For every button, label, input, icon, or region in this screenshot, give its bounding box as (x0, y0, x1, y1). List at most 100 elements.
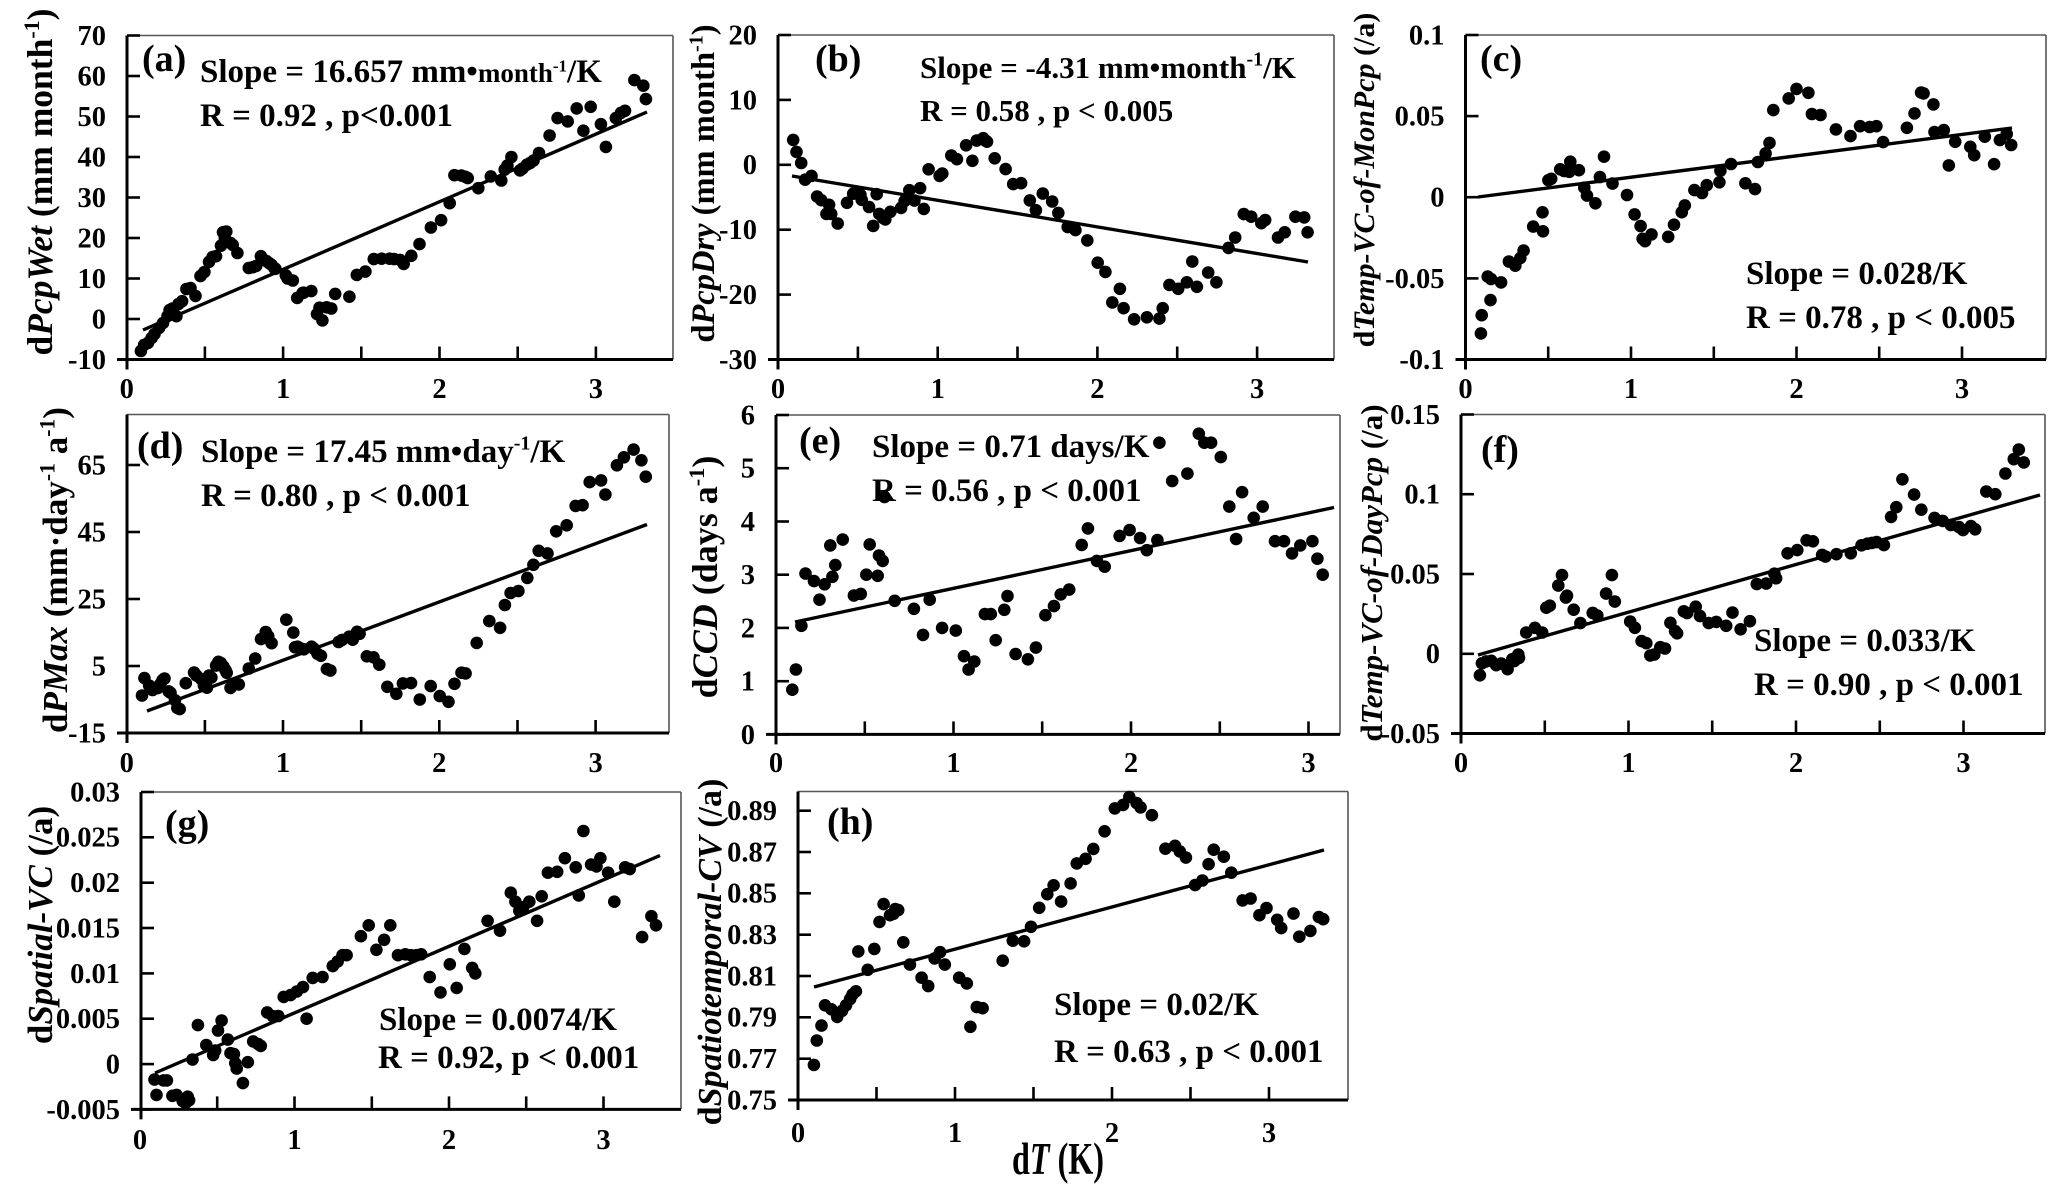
svg-text:0.1: 0.1 (1404, 480, 1440, 511)
svg-text:0.05: 0.05 (1390, 559, 1440, 590)
svg-text:4: 4 (741, 507, 755, 538)
svg-text:3: 3 (1301, 748, 1315, 779)
svg-text:(a): (a) (142, 38, 186, 80)
svg-text:30: 30 (78, 183, 107, 214)
svg-text:3: 3 (1955, 374, 1969, 405)
svg-text:Slope = 0.02/K: Slope = 0.02/K (1054, 987, 1259, 1023)
svg-text:0.02: 0.02 (70, 868, 120, 899)
svg-text:0.81: 0.81 (727, 961, 777, 992)
svg-text:10: 10 (78, 264, 107, 295)
svg-text:-0.05: -0.05 (1381, 719, 1440, 750)
svg-text:0.15: 0.15 (1390, 400, 1440, 431)
svg-text:0: 0 (1430, 183, 1444, 214)
svg-text:3: 3 (588, 748, 602, 779)
svg-text:0.025: 0.025 (56, 823, 120, 854)
svg-text:2: 2 (1789, 748, 1803, 779)
svg-text:0: 0 (791, 1118, 805, 1149)
svg-text:Slope = 16.657 mm•month-1/K: Slope = 16.657 mm•month-1/K (200, 54, 602, 90)
svg-text:-10: -10 (719, 215, 757, 246)
svg-text:(e): (e) (799, 420, 841, 462)
svg-text:0: 0 (771, 374, 785, 405)
svg-text:5: 5 (92, 651, 106, 682)
svg-text:-0.1: -0.1 (1399, 345, 1444, 376)
svg-text:(h): (h) (827, 801, 873, 843)
svg-text:1: 1 (276, 748, 290, 779)
svg-text:R = 0.80 , p < 0.001: R = 0.80 , p < 0.001 (201, 478, 471, 514)
svg-text:1: 1 (948, 1118, 962, 1149)
svg-text:-30: -30 (719, 345, 757, 376)
svg-text:-0.005: -0.005 (46, 1095, 120, 1126)
svg-text:dCCD (days a-1​): dCCD (days a-1​) (684, 456, 725, 699)
svg-text:0: 0 (769, 748, 783, 779)
svg-text:65: 65 (78, 450, 107, 481)
svg-text:2: 2 (432, 374, 446, 405)
svg-text:45: 45 (78, 517, 107, 548)
svg-text:3: 3 (741, 560, 755, 591)
svg-text:0: 0 (92, 304, 106, 335)
svg-text:Slope = -4.31 mm•month-1/K: Slope = -4.31 mm•month-1/K (920, 49, 1296, 86)
svg-text:2: 2 (741, 613, 755, 644)
svg-text:0.01: 0.01 (70, 959, 120, 990)
svg-text:70: 70 (78, 21, 107, 52)
svg-text:1: 1 (1621, 748, 1635, 779)
svg-text:1: 1 (946, 748, 960, 779)
svg-text:R = 0.90 , p < 0.001: R = 0.90 , p < 0.001 (1754, 667, 2024, 703)
svg-text:1: 1 (276, 374, 290, 405)
svg-text:0: 0 (120, 374, 134, 405)
svg-text:5: 5 (741, 454, 755, 485)
svg-text:1: 1 (287, 1125, 301, 1156)
svg-text:-20: -20 (719, 280, 757, 311)
svg-text:0.1: 0.1 (1409, 20, 1445, 51)
svg-text:20: 20 (78, 223, 107, 254)
svg-text:3: 3 (1262, 1118, 1276, 1149)
svg-text:(b): (b) (815, 38, 861, 80)
svg-text:0.85: 0.85 (727, 879, 777, 910)
svg-text:(d): (d) (137, 425, 183, 467)
svg-text:40: 40 (78, 142, 107, 173)
svg-text:(g): (g) (165, 803, 209, 845)
svg-text:2: 2 (442, 1125, 456, 1156)
svg-text:0: 0 (1426, 639, 1440, 670)
svg-text:3: 3 (1250, 374, 1264, 405)
svg-text:6: 6 (741, 400, 755, 431)
svg-text:R = 0.58 , p < 0.005: R = 0.58 , p < 0.005 (920, 93, 1173, 128)
svg-text:dSpatial-VC (/a): dSpatial-VC (/a) (21, 806, 60, 1044)
svg-text:(c): (c) (1480, 38, 1522, 80)
svg-text:0: 0 (133, 1125, 147, 1156)
svg-text:1: 1 (931, 374, 945, 405)
svg-text:dTemp-VC-of-DayPcp (/a): dTemp-VC-of-DayPcp (/a) (1354, 404, 1389, 741)
svg-text:0.75: 0.75 (727, 1085, 777, 1116)
svg-text:0.89: 0.89 (727, 796, 777, 827)
svg-text:0.77: 0.77 (727, 1044, 777, 1075)
svg-text:dPcpDry (mm month-1​): dPcpDry (mm month-1​) (685, 24, 722, 342)
svg-text:Slope = 0.71 days/K: Slope = 0.71 days/K (872, 429, 1150, 465)
svg-text:0: 0 (106, 1050, 120, 1081)
svg-text:0: 0 (743, 150, 757, 181)
svg-text:R = 0.92 , p<0.001: R = 0.92 , p<0.001 (200, 98, 453, 134)
svg-text:20: 20 (729, 20, 758, 51)
svg-text:2: 2 (432, 748, 446, 779)
svg-text:R = 0.63 , p < 0.001: R = 0.63 , p < 0.001 (1054, 1034, 1324, 1070)
svg-text:0.015: 0.015 (56, 913, 120, 944)
svg-text:0.87: 0.87 (727, 837, 777, 868)
svg-text:3: 3 (589, 374, 603, 405)
svg-text:-10: -10 (68, 345, 106, 376)
svg-text:dPMax (mm·day-1​ a-1​): dPMax (mm·day-1​ a-1​) (35, 407, 75, 733)
svg-text:0.005: 0.005 (56, 1004, 120, 1035)
svg-text:2: 2 (1124, 748, 1138, 779)
svg-text:0.03: 0.03 (70, 777, 120, 808)
svg-text:0.05: 0.05 (1395, 102, 1445, 133)
svg-text:-0.05: -0.05 (1385, 264, 1444, 295)
svg-text:dSpatiotemporal-CV (/a): dSpatiotemporal-CV (/a) (692, 779, 729, 1126)
svg-text:2: 2 (1789, 374, 1803, 405)
svg-text:25: 25 (78, 584, 107, 615)
svg-text:0.79: 0.79 (727, 1003, 777, 1034)
svg-text:0: 0 (1454, 748, 1468, 779)
svg-text:R = 0.92, p < 0.001: R = 0.92, p < 0.001 (378, 1040, 639, 1076)
svg-text:0: 0 (741, 720, 755, 751)
svg-text:50: 50 (78, 102, 107, 133)
svg-text:Slope = 17.45 mm•day-1/K: Slope = 17.45 mm•day-1/K (201, 433, 566, 471)
svg-text:1: 1 (1624, 374, 1638, 405)
svg-text:3: 3 (596, 1125, 610, 1156)
svg-text:(f): (f) (1481, 429, 1519, 471)
